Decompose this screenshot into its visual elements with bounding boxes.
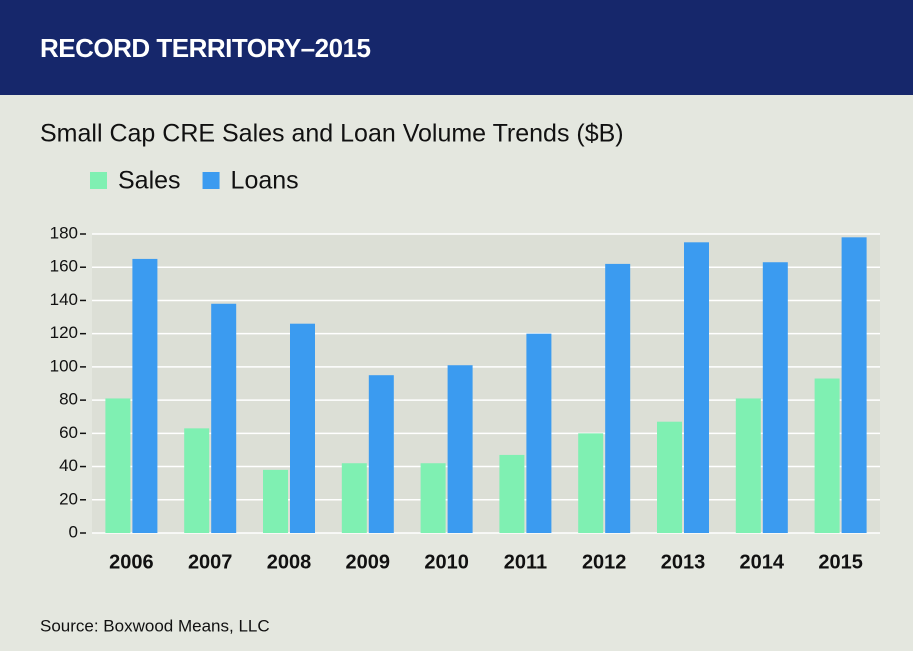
bar [341,463,367,533]
x-tick-label: 2006 [109,551,154,573]
legend-label: Loans [231,167,299,195]
x-tick-label: 2014 [740,551,785,573]
bar [132,258,158,533]
y-tick-label: 100 [50,356,78,375]
y-tick-label: 0 [69,522,78,541]
header-band [0,0,913,95]
bar [368,375,394,533]
bar [841,237,867,534]
x-tick-label: 2011 [504,551,547,573]
bar [184,428,210,533]
y-tick-label: 20 [59,489,78,508]
x-tick-label: 2012 [582,551,627,573]
bar [263,469,288,533]
legend-swatch [202,172,220,189]
plot-area [92,234,880,533]
bar [211,303,237,533]
x-tick-label: 2009 [346,551,391,573]
bar [762,262,788,533]
bar [684,242,709,534]
bar [735,398,761,533]
x-tick-label: 2013 [661,551,706,573]
y-tick-label: 40 [59,456,78,475]
bar [105,398,131,533]
legend-swatch [90,172,107,189]
bar [605,263,631,533]
y-tick-label: 80 [59,390,78,409]
y-tick-label: 60 [59,423,78,442]
bar [290,323,315,533]
source: Source: Boxwood Means, LLC [40,616,270,635]
bar [657,421,682,533]
x-tick-label: 2007 [188,551,233,573]
bar [420,463,446,533]
x-tick-label: 2010 [424,551,469,573]
bar [447,365,473,533]
bar [578,433,604,533]
y-tick-label: 120 [50,323,78,342]
y-tick-label: 140 [50,290,78,309]
y-tick-label: 160 [50,257,78,276]
legend-label: Sales [118,167,181,195]
header: RECORD TERRITORY–2015 [40,33,371,63]
x-tick-label: 2008 [267,551,312,573]
chart-title: Small Cap CRE Sales and Loan Volume Tren… [40,120,624,148]
y-tick-label: 180 [50,223,78,242]
bar [814,378,840,533]
bar [526,333,552,533]
bar [499,454,525,533]
x-tick-label: 2015 [818,551,863,573]
